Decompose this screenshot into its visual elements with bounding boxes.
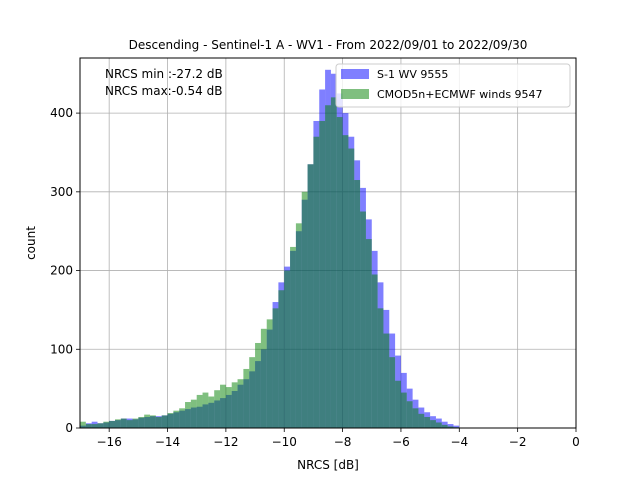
histogram-bar	[371, 274, 378, 428]
histogram-bar	[120, 418, 127, 428]
histogram-bar	[377, 308, 384, 428]
x-tick-label: −10	[272, 435, 297, 449]
histogram-bar	[336, 117, 343, 429]
histogram-bar	[441, 424, 448, 428]
histogram-bar	[325, 105, 331, 428]
histogram-bar	[418, 413, 425, 428]
histogram-bar	[150, 415, 156, 428]
histogram-bar	[330, 97, 337, 429]
plot-frame	[79, 57, 577, 429]
histogram-bar	[395, 380, 401, 428]
legend-box	[335, 63, 571, 108]
histogram-bar	[155, 416, 162, 428]
histogram-bar	[255, 342, 261, 428]
histogram-bar	[202, 392, 209, 428]
histogram-bar	[185, 402, 191, 428]
x-tick-label: −12	[213, 435, 238, 449]
legend-swatch-cmod5n	[341, 89, 369, 99]
x-tick-label: −4	[450, 435, 468, 449]
histogram-bar	[138, 416, 145, 428]
histogram-bar	[190, 399, 197, 428]
histogram-bar	[243, 368, 250, 428]
histogram-bar	[360, 211, 366, 428]
histogram-bar	[301, 191, 308, 428]
legend: S-1 WV 9555 CMOD5n+ECMWF winds 9547	[335, 63, 571, 108]
histogram-bar	[424, 416, 431, 428]
histogram-bar	[447, 424, 454, 428]
y-tick-label: 300	[50, 185, 73, 199]
histogram-bar	[389, 357, 396, 428]
series-1-bars	[80, 97, 460, 429]
histogram-bar	[278, 290, 285, 428]
histogram-bar	[406, 401, 413, 428]
histogram-bar	[430, 420, 436, 428]
x-tick-label: −6	[392, 435, 410, 449]
histogram-bar	[383, 333, 390, 428]
histogram-bar	[307, 164, 314, 428]
histogram-bar	[126, 420, 133, 428]
histogram-bar	[266, 319, 273, 428]
histogram-bar	[225, 387, 232, 428]
x-tick-label: −14	[155, 435, 180, 449]
histogram-bar	[196, 394, 203, 428]
histogram-bar	[144, 414, 151, 428]
y-tick-label: 100	[50, 342, 73, 356]
histogram-bar	[412, 408, 419, 428]
histogram-bar	[354, 180, 361, 428]
histogram-bar	[161, 415, 168, 428]
histogram-bar	[290, 246, 296, 428]
y-tick-label: 400	[50, 106, 73, 120]
histogram-bar	[132, 418, 139, 428]
histogram-bar	[272, 308, 279, 428]
histogram-bar	[167, 413, 174, 428]
histogram-bar	[319, 120, 326, 428]
histogram-bar	[97, 423, 104, 428]
histogram-bar	[109, 420, 116, 428]
histogram-bar	[103, 421, 110, 428]
histogram-bar	[214, 390, 221, 428]
x-axis-label: NRCS [dB]	[297, 458, 359, 472]
histogram-bar	[365, 239, 372, 428]
histogram-bar	[400, 392, 407, 428]
legend-label-cmod5n: CMOD5n+ECMWF winds 9547	[377, 88, 543, 101]
histogram-bar	[249, 357, 256, 428]
nrcs-min-annotation: NRCS min :-27.2 dB	[105, 67, 223, 81]
x-tick-label: −16	[97, 435, 122, 449]
histogram-bar	[295, 223, 302, 428]
histogram-bar	[85, 424, 92, 428]
axis-ticks: −16 −14 −12 −10 −8 −6 −4 −2 0 0 100 200 300 400	[50, 106, 580, 449]
histogram-bar	[80, 421, 86, 428]
histogram-bar	[284, 270, 291, 428]
histogram-bar	[453, 425, 460, 428]
histogram-bar	[342, 135, 349, 429]
histogram-bar	[260, 328, 267, 428]
histogram-bar	[231, 382, 238, 428]
histogram-bar	[91, 424, 98, 428]
histogram-bars	[80, 69, 460, 429]
histogram-bar	[313, 136, 320, 429]
x-tick-label: −8	[334, 435, 352, 449]
histogram-bar	[435, 422, 442, 428]
y-tick-label: 0	[65, 421, 73, 435]
histogram-bar	[220, 384, 226, 428]
histogram-bar	[348, 148, 355, 428]
histogram-bar	[237, 379, 244, 428]
histogram-bar	[179, 408, 186, 428]
y-tick-label: 200	[50, 264, 73, 278]
histogram-bar	[115, 419, 121, 428]
nrcs-max-annotation: NRCS max:-0.54 dB	[105, 84, 222, 98]
x-tick-label: 0	[572, 435, 580, 449]
legend-swatch-s1-wv	[341, 69, 369, 79]
y-axis-label: count	[24, 226, 38, 260]
histogram-bar	[447, 426, 454, 428]
histogram-bar	[173, 410, 180, 428]
legend-label-s1-wv: S-1 WV 9555	[377, 68, 448, 81]
chart-title: Descending - Sentinel-1 A - WV1 - From 2…	[129, 38, 528, 52]
x-tick-label: −2	[509, 435, 527, 449]
histogram-bar	[208, 396, 215, 428]
